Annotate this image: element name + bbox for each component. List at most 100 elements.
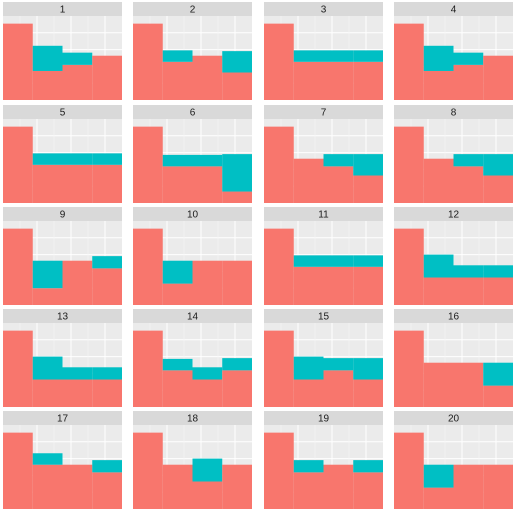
bar-segment-bottom — [222, 191, 252, 203]
facet-panel-5: 5 — [3, 105, 122, 203]
facet-strip — [3, 411, 122, 425]
facet-strip — [3, 309, 122, 323]
bar-segment-top — [353, 255, 383, 267]
facet-strip — [3, 2, 122, 16]
facet-strip — [394, 105, 513, 119]
bar-segment-bottom — [32, 379, 63, 407]
facet-strip — [264, 207, 383, 221]
bar-segment-top — [353, 154, 383, 176]
bar-segment-bottom — [394, 330, 424, 407]
bar-segment-bottom — [323, 266, 354, 305]
facet-strip — [133, 105, 252, 119]
facet-panel-3: 3 — [264, 2, 383, 100]
bar-segment-bottom — [323, 370, 354, 407]
bar-segment-top — [293, 460, 324, 473]
facet-strip-label: 2 — [190, 5, 196, 16]
facet-panel-11: 11 — [264, 207, 383, 305]
bar-segment-bottom — [323, 464, 354, 509]
bar-segment-top — [92, 153, 122, 165]
bar-segment-bottom — [293, 472, 324, 509]
bar-segment-bottom — [62, 379, 93, 407]
bar-segment-top — [323, 50, 354, 62]
bar-segment-bottom — [353, 266, 383, 305]
bar-segment-top — [353, 50, 383, 62]
facet-strip-label: 5 — [60, 108, 66, 119]
bar-segment-top — [353, 358, 383, 380]
facet-panel-9: 9 — [3, 207, 122, 305]
bar-segment-bottom — [293, 266, 324, 305]
facet-strip-label: 16 — [448, 312, 460, 323]
bar-segment-bottom — [133, 23, 163, 100]
bar-segment-bottom — [483, 277, 513, 305]
bar-segment-bottom — [92, 164, 122, 203]
facet-strip-label: 6 — [190, 108, 196, 119]
facet-panel-6: 6 — [133, 105, 252, 203]
bar-segment-bottom — [453, 362, 484, 407]
bar-segment-top — [423, 254, 454, 278]
facet-panel-7: 7 — [264, 105, 383, 203]
facet-strip-label: 7 — [321, 108, 327, 119]
facet-strip-label: 4 — [451, 5, 457, 16]
bar-segment-top — [92, 460, 122, 473]
bar-segment-bottom — [423, 487, 454, 509]
facet-strip — [3, 105, 122, 119]
bar-segment-bottom — [133, 126, 163, 203]
bar-segment-bottom — [92, 472, 122, 509]
bar-segment-bottom — [222, 260, 252, 305]
bar-segment-bottom — [264, 432, 294, 509]
bar-segment-bottom — [192, 481, 223, 509]
facet-strip-label: 8 — [451, 108, 457, 119]
bar-segment-top — [62, 52, 93, 65]
facet-strip — [264, 309, 383, 323]
bar-segment-bottom — [3, 228, 33, 305]
bar-segment-bottom — [32, 164, 63, 203]
bar-segment-bottom — [264, 126, 294, 203]
facet-strip — [264, 411, 383, 425]
bar-segment-bottom — [3, 23, 33, 100]
bar-segment-bottom — [162, 464, 193, 509]
facet-panel-18: 18 — [133, 411, 252, 509]
bar-segment-bottom — [133, 432, 163, 509]
bar-segment-top — [423, 464, 454, 488]
facet-strip-label: 19 — [318, 414, 330, 425]
bar-segment-bottom — [453, 64, 484, 100]
bar-segment-bottom — [192, 379, 223, 407]
facet-strip-label: 1 — [60, 5, 66, 16]
bar-segment-top — [293, 356, 324, 380]
facet-strip — [133, 309, 252, 323]
bar-segment-bottom — [394, 228, 424, 305]
bar-segment-top — [32, 153, 63, 165]
facet-strip — [264, 105, 383, 119]
bar-segment-top — [192, 367, 223, 380]
facet-strip — [394, 207, 513, 221]
bar-segment-top — [162, 260, 193, 284]
bar-segment-top — [92, 367, 122, 380]
facet-strip-label: 13 — [57, 312, 69, 323]
bar-segment-top — [293, 50, 324, 62]
bar-segment-bottom — [353, 379, 383, 407]
bar-segment-bottom — [133, 228, 163, 305]
bar-segment-bottom — [264, 23, 294, 100]
bar-segment-bottom — [192, 260, 223, 305]
bar-segment-top — [483, 265, 513, 278]
bar-segment-top — [32, 45, 63, 71]
bar-segment-top — [192, 458, 223, 482]
bar-segment-bottom — [162, 283, 193, 305]
bar-segment-top — [483, 154, 513, 176]
facet-strip-label: 15 — [318, 312, 330, 323]
bar-segment-bottom — [32, 70, 63, 100]
facet-strip — [133, 207, 252, 221]
bar-segment-bottom — [92, 55, 122, 100]
facet-strip-label: 20 — [448, 414, 460, 425]
bar-segment-top — [423, 45, 454, 71]
facet-strip — [133, 411, 252, 425]
bar-segment-bottom — [62, 464, 93, 509]
bar-segment-top — [62, 153, 93, 165]
bar-segment-bottom — [323, 61, 354, 100]
bar-segment-top — [483, 362, 513, 386]
bar-segment-bottom — [3, 330, 33, 407]
bar-segment-bottom — [264, 228, 294, 305]
bar-segment-bottom — [133, 330, 163, 407]
facet-strip-label: 14 — [187, 312, 199, 323]
